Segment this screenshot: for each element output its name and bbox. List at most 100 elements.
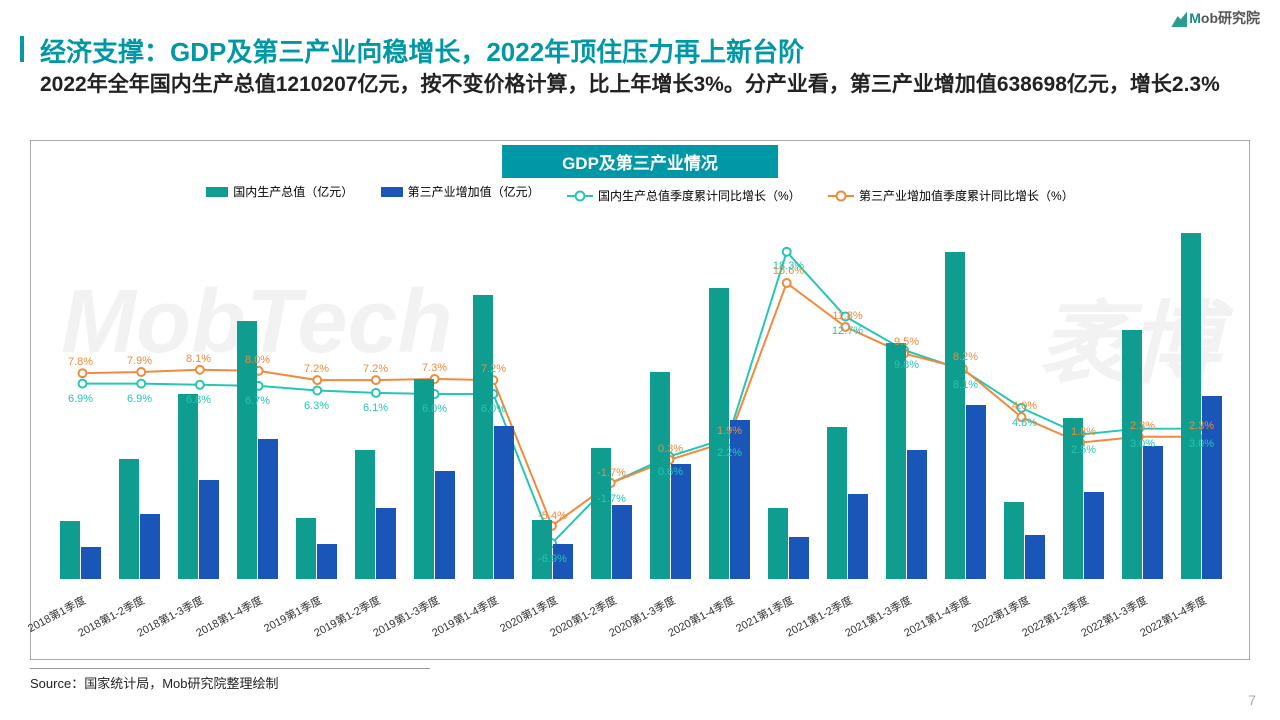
x-axis-label: 2022第1-3季度 [1078,592,1150,641]
legend-line-marker: .legend-item:nth-child(3) .legend-line::… [567,195,593,197]
chart-container: GDP及第三产业情况 国内生产总值（亿元） 第三产业增加值（亿元） .legen… [30,140,1250,660]
legend-label: 第三产业增加值（亿元） [408,183,540,200]
data-label-gdp_growth: 6.3% [304,400,329,412]
marker-gdp_growth [137,380,145,388]
data-label-gdp_growth: 6.8% [186,394,211,406]
bar-gdp [532,520,552,579]
x-axis-label: 2022第1-2季度 [1019,592,1091,641]
data-label-gdp_growth: 6.0% [422,403,447,415]
bar-tertiary [317,544,337,579]
data-label-tertiary_growth: 4.0% [1012,400,1037,412]
bar-tertiary [671,464,691,579]
bar-gdp [296,518,316,579]
legend-item-tertiary-line: .legend-item:nth-child(4) .legend-line::… [828,187,1074,204]
x-axis-label: 2019第1-2季度 [311,592,383,641]
data-label-tertiary_growth: 1.9% [717,425,742,437]
bar-gdp [1122,330,1142,579]
x-axis-label: 2019第1-3季度 [370,592,442,641]
marker-gdp_growth [79,380,87,388]
data-label-gdp_growth: 2.2% [717,447,742,459]
legend-item-gdp-bar: 国内生产总值（亿元） [206,183,353,200]
logo-text-rest: ob研究院 [1201,10,1260,26]
bar-gdp [827,427,847,579]
legend-swatch [381,187,403,197]
data-label-tertiary_growth: 0.3% [658,443,683,455]
x-axis-label: 2020第1-2季度 [547,592,619,641]
bar-tertiary [730,420,750,579]
bar-gdp [473,295,493,579]
x-axis-label: 2018第1-4季度 [193,592,265,641]
chart-legend: 国内生产总值（亿元） 第三产业增加值（亿元） .legend-item:nth-… [31,183,1249,204]
data-label-gdp_growth: 8.1% [953,379,978,391]
page-number: 7 [1248,692,1256,708]
x-axis-label: 2021第1-4季度 [901,592,973,641]
x-axis-label: 2018第1-3季度 [134,592,206,641]
chart-banner: GDP及第三产业情况 [502,145,778,178]
chart-plot-area: 6.9%6.9%6.8%6.7%6.3%6.1%6.0%6.0%-6.9%-1.… [51,209,1229,579]
chart-lines-svg [51,209,1229,579]
data-label-gdp_growth: 6.1% [363,402,388,414]
data-label-tertiary_growth: 15.6% [773,265,804,277]
bar-gdp [1181,233,1201,579]
bar-gdp [1063,418,1083,579]
data-label-tertiary_growth: 8.2% [953,351,978,363]
bar-tertiary [1084,492,1104,579]
page-subtitle: 2022年全年国内生产总值1210207亿元，按不变价格计算，比上年增长3%。分… [40,70,1240,99]
source-text: Source：国家统计局，Mob研究院整理绘制 [30,668,430,692]
data-label-tertiary_growth: -5.4% [538,510,567,522]
x-axis-label: 2021第1-2季度 [783,592,855,641]
data-label-tertiary_growth: 7.9% [127,355,152,367]
data-label-tertiary_growth: 1.8% [1071,426,1096,438]
data-label-gdp_growth: 6.7% [245,395,270,407]
marker-tertiary_growth [79,369,87,377]
marker-tertiary_growth [313,376,321,384]
bar-tertiary [1143,446,1163,579]
data-label-gdp_growth: 3.0% [1130,438,1155,450]
legend-label: 国内生产总值（亿元） [233,183,353,200]
data-label-tertiary_growth: 11.8% [832,310,862,322]
bar-tertiary [1025,535,1045,579]
data-label-tertiary_growth: -1.7% [597,467,626,479]
x-axis-label: 2020第1-3季度 [606,592,678,641]
data-label-gdp_growth: 6.9% [127,393,152,405]
data-label-gdp_growth: -1.7% [597,493,626,505]
logo-icon [1171,11,1187,27]
data-label-tertiary_growth: 7.2% [304,363,329,375]
marker-gdp_growth [372,389,380,397]
data-label-tertiary_growth: 7.3% [422,362,447,374]
logo-text-m: M [1189,10,1201,26]
bar-tertiary [81,547,101,579]
data-label-gdp_growth: -6.9% [538,553,567,565]
logo: Mob研究院 [1171,8,1260,28]
data-label-tertiary_growth: 9.5% [894,336,919,348]
bar-gdp [355,450,375,579]
marker-gdp_growth [196,381,204,389]
bar-tertiary [494,426,514,579]
legend-swatch [206,187,228,197]
bar-gdp [119,459,139,579]
chart-x-axis: 2018第1季度2018第1-2季度2018第1-3季度2018第1-4季度20… [51,579,1229,659]
bar-tertiary [907,450,927,579]
legend-label: 第三产业增加值季度累计同比增长（%） [859,187,1074,204]
x-axis-label: 2019第1-4季度 [429,592,501,641]
x-axis-label: 2022第1-4季度 [1137,592,1209,641]
data-label-tertiary_growth: 8.1% [186,353,211,365]
data-label-gdp_growth: 4.8% [1012,417,1037,429]
bar-tertiary [848,494,868,579]
marker-tertiary_growth [137,368,145,376]
title-accent [20,36,24,62]
marker-tertiary_growth [783,279,791,287]
data-label-gdp_growth: 2.5% [1071,444,1096,456]
data-label-tertiary_growth: 7.2% [481,363,506,375]
bar-gdp [60,521,80,579]
legend-item-gdp-line: .legend-item:nth-child(3) .legend-line::… [567,187,801,204]
data-label-gdp_growth: 6.0% [481,403,506,415]
bar-tertiary [199,480,219,579]
data-label-gdp_growth: 9.8% [894,359,919,371]
data-label-gdp_growth: 12.7% [832,325,863,337]
data-label-gdp_growth: 0.6% [658,466,683,478]
data-label-tertiary_growth: 7.8% [68,356,93,368]
bar-tertiary [612,505,632,579]
bar-tertiary [376,508,396,579]
bar-tertiary [140,514,160,579]
